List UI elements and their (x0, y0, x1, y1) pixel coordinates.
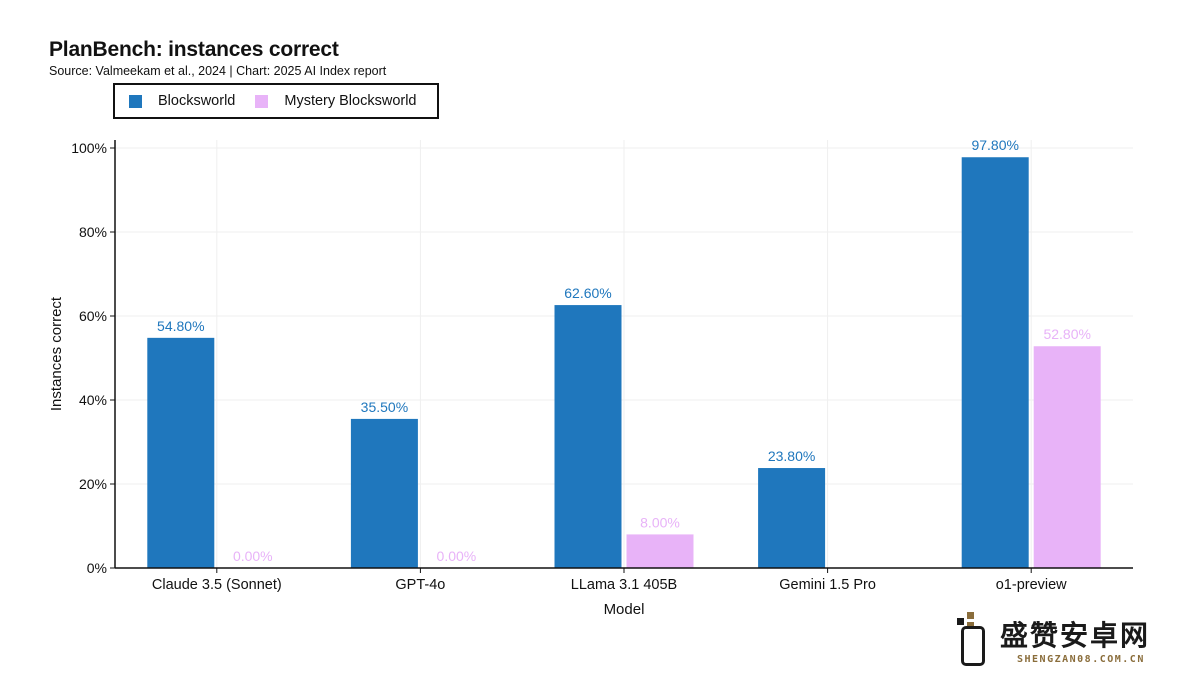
x-tick-label: Claude 3.5 (Sonnet) (152, 577, 282, 593)
x-tick-label: Gemini 1.5 Pro (779, 577, 876, 593)
watermark: 盛赞安卓网 SHENGZAN08.COM.CN (955, 612, 1195, 672)
x-tick-label: o1-preview (996, 577, 1067, 593)
data-label: 0.00% (437, 548, 477, 564)
bar (554, 305, 622, 568)
data-label: 0.00% (233, 548, 273, 564)
y-tick-label: 0% (87, 560, 107, 576)
legend-item-blocksworld: Blocksworld (129, 93, 235, 109)
legend-label-blocksworld: Blocksworld (158, 93, 236, 109)
y-axis-label: Instances correct (48, 296, 65, 411)
data-label: 52.80% (1043, 326, 1090, 342)
phone-icon (961, 626, 985, 666)
watermark-url: SHENGZAN08.COM.CN (1017, 654, 1145, 665)
watermark-square-icon (957, 618, 964, 625)
data-label: 23.80% (768, 448, 815, 464)
y-tick-label: 80% (79, 224, 107, 240)
bar (147, 337, 215, 568)
x-tick-label: LLama 3.1 405B (571, 577, 677, 593)
y-tick-label: 60% (79, 308, 107, 324)
data-label: 35.50% (361, 399, 408, 415)
data-label: 54.80% (157, 318, 204, 334)
data-label: 8.00% (640, 514, 680, 530)
data-label: 97.80% (971, 137, 1018, 153)
chart-legend: Blocksworld Mystery Blocksworld (113, 83, 439, 119)
bar (758, 468, 826, 568)
bar (961, 157, 1029, 569)
bar (626, 534, 694, 568)
y-tick-label: 100% (71, 140, 107, 156)
legend-swatch-mystery-blocksworld (255, 94, 269, 108)
watermark-square-icon (967, 622, 974, 629)
bar (1033, 346, 1101, 568)
watermark-square-icon (967, 612, 974, 619)
watermark-text: 盛赞安卓网 (1000, 619, 1151, 652)
x-tick-label: GPT-4o (395, 577, 445, 593)
legend-label-mystery-blocksworld: Mystery Blocksworld (284, 93, 417, 109)
legend-item-mystery-blocksworld: Mystery Blocksworld (255, 93, 417, 109)
data-label: 62.60% (564, 285, 611, 301)
legend-swatch-blocksworld (129, 94, 142, 108)
chart-subtitle: Source: Valmeekam et al., 2024 | Chart: … (49, 64, 387, 78)
y-tick-label: 20% (79, 476, 107, 492)
x-axis-label: Model (604, 601, 645, 618)
bar (350, 418, 418, 568)
y-tick-label: 40% (79, 392, 107, 408)
chart-title: PlanBench: instances correct (49, 38, 339, 61)
